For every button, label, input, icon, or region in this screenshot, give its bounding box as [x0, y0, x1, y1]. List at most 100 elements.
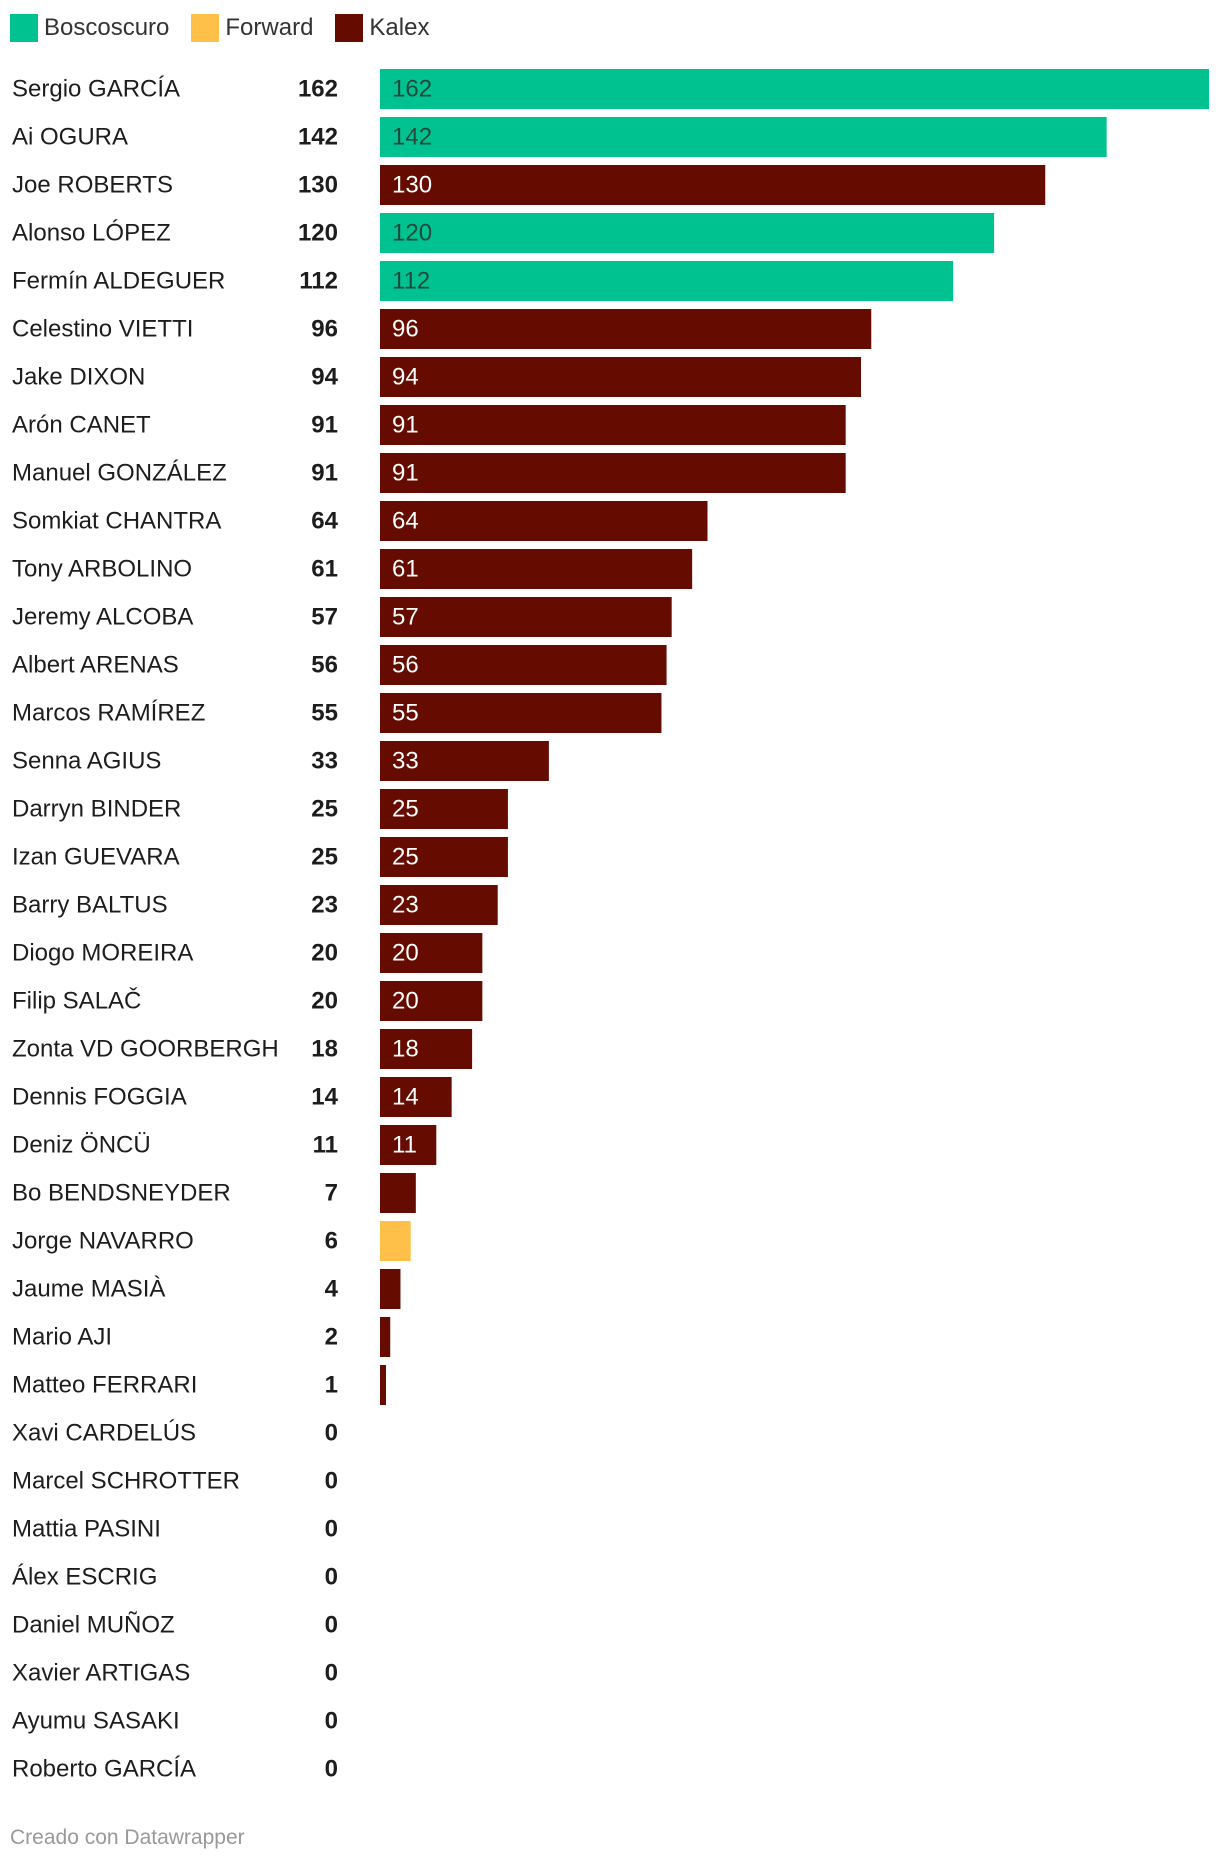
legend-swatch-forward — [191, 14, 220, 42]
points-value-dennis-foggia: 14 — [311, 1084, 338, 1111]
bar-mario-aji — [380, 1317, 391, 1357]
bar-label-marcos-ramirez: 55 — [392, 700, 419, 727]
bar-filip-salac — [380, 981, 483, 1021]
rider-name-filip-salac: Filip SALAČ — [12, 987, 141, 1015]
points-value-ayumu-sasaki: 0 — [325, 1708, 338, 1735]
bar-tony-arbolino — [380, 549, 693, 589]
bar-label-jake-dixon: 94 — [392, 364, 419, 391]
rider-name-tony-arbolino: Tony ARBOLINO — [12, 556, 192, 583]
bar-label-alonso-lopez: 120 — [392, 220, 432, 247]
bar-jeremy-alcoba — [380, 597, 672, 637]
bar-deniz-oncu — [380, 1125, 437, 1165]
points-value-senna-agius: 33 — [311, 748, 338, 775]
bar-celestino-vietti — [380, 309, 872, 349]
points-value-sergio-garcia: 162 — [298, 76, 338, 103]
bar-marcos-ramirez — [380, 693, 662, 733]
bar-label-jeremy-alcoba: 57 — [392, 604, 419, 631]
bar-label-tony-arbolino: 61 — [392, 556, 419, 583]
rider-name-jorge-navarro: Jorge NAVARRO — [12, 1228, 194, 1255]
bar-label-deniz-oncu: 11 — [392, 1132, 417, 1159]
points-value-marcel-schrotter: 0 — [325, 1468, 338, 1495]
rider-name-somkiat-chantra: Somkiat CHANTRA — [12, 508, 221, 535]
footer-credit: Creado con Datawrapper — [10, 1826, 245, 1849]
points-value-bo-bendsneyder: 7 — [325, 1180, 338, 1207]
bar-label-zonta-vd-goorbergh: 18 — [392, 1036, 419, 1063]
rider-name-jake-dixon: Jake DIXON — [12, 364, 145, 391]
points-value-xavi-cardelus: 0 — [325, 1420, 338, 1447]
bar-fermin-aldeguer — [380, 261, 954, 301]
bar-label-darryn-binder: 25 — [392, 796, 419, 823]
rider-name-jeremy-alcoba: Jeremy ALCOBA — [12, 604, 193, 631]
legend-item-kalex: Kalex — [335, 14, 429, 42]
rider-name-barry-baltus: Barry BALTUS — [12, 892, 168, 919]
rider-name-mario-aji: Mario AJI — [12, 1324, 112, 1351]
points-value-mario-aji: 2 — [325, 1324, 338, 1351]
bar-label-celestino-vietti: 96 — [392, 316, 419, 343]
rider-name-celestino-vietti: Celestino VIETTI — [12, 316, 193, 343]
legend-label-kalex: Kalex — [369, 14, 430, 41]
rider-name-izan-guevara: Izan GUEVARA — [12, 844, 180, 871]
bar-jaume-masia — [380, 1269, 401, 1309]
bar-dennis-foggia — [380, 1077, 452, 1117]
points-value-tony-arbolino: 61 — [311, 556, 338, 583]
rider-name-joe-roberts: Joe ROBERTS — [12, 172, 173, 199]
rider-name-ai-ogura: Ai OGURA — [12, 124, 128, 151]
legend-label-forward: Forward — [225, 14, 314, 41]
points-value-daniel-munoz: 0 — [325, 1612, 338, 1639]
bar-izan-guevara — [380, 837, 508, 877]
bar-albert-arenas — [380, 645, 667, 685]
rider-name-albert-arenas: Albert ARENAS — [12, 652, 179, 679]
bar-darryn-binder — [380, 789, 508, 829]
points-value-diogo-moreira: 20 — [311, 940, 338, 967]
rider-name-alex-escrig: Álex ESCRIG — [12, 1564, 157, 1591]
bar-diogo-moreira — [380, 933, 483, 973]
legend-item-boscoscuro: Boscoscuro — [10, 14, 169, 42]
points-value-xavier-artigas: 0 — [325, 1660, 338, 1687]
bar-joe-roberts — [380, 165, 1046, 205]
points-value-mattia-pasini: 0 — [325, 1516, 338, 1543]
bar-jorge-navarro — [380, 1221, 411, 1261]
points-value-izan-guevara: 25 — [311, 844, 338, 871]
rider-name-xavi-cardelus: Xavi CARDELÚS — [12, 1420, 196, 1447]
points-value-manuel-gonzalez: 91 — [311, 460, 338, 487]
bar-label-senna-agius: 33 — [392, 748, 419, 775]
bar-label-albert-arenas: 56 — [392, 652, 419, 679]
bar-senna-agius — [380, 741, 549, 781]
bar-ai-ogura — [380, 117, 1107, 157]
rider-name-xavier-artigas: Xavier ARTIGAS — [12, 1660, 190, 1687]
points-value-alex-escrig: 0 — [325, 1564, 338, 1591]
points-value-filip-salac: 20 — [311, 988, 338, 1015]
rider-name-deniz-oncu: Deniz ÖNCÜ — [12, 1132, 151, 1159]
points-value-jaume-masia: 4 — [325, 1276, 339, 1303]
bar-label-aron-canet: 91 — [392, 412, 419, 439]
points-value-darryn-binder: 25 — [311, 796, 338, 823]
points-value-jorge-navarro: 6 — [325, 1228, 338, 1255]
points-value-alonso-lopez: 120 — [298, 220, 338, 247]
rider-name-aron-canet: Arón CANET — [12, 412, 151, 439]
legend-item-forward: Forward — [191, 14, 313, 42]
bar-zonta-vd-goorbergh — [380, 1029, 473, 1069]
rider-name-daniel-munoz: Daniel MUÑOZ — [12, 1612, 175, 1639]
bar-barry-baltus — [380, 885, 498, 925]
rider-name-sergio-garcia: Sergio GARCÍA — [12, 76, 180, 103]
rider-name-jaume-masia: Jaume MASIÀ — [12, 1276, 165, 1303]
points-value-matteo-ferrari: 1 — [325, 1372, 338, 1399]
points-value-jeremy-alcoba: 57 — [311, 604, 338, 631]
rider-name-manuel-gonzalez: Manuel GONZÁLEZ — [12, 460, 227, 487]
rider-name-zonta-vd-goorbergh: Zonta VD GOORBERGH — [12, 1036, 279, 1063]
rider-name-marcos-ramirez: Marcos RAMÍREZ — [12, 700, 205, 727]
rider-name-mattia-pasini: Mattia PASINI — [12, 1516, 161, 1543]
points-value-joe-roberts: 130 — [298, 172, 338, 199]
rider-name-diogo-moreira: Diogo MOREIRA — [12, 940, 193, 967]
bar-matteo-ferrari — [380, 1365, 386, 1405]
bar-label-somkiat-chantra: 64 — [392, 508, 419, 535]
points-value-aron-canet: 91 — [311, 412, 338, 439]
points-value-barry-baltus: 23 — [311, 892, 338, 919]
points-value-somkiat-chantra: 64 — [311, 508, 338, 535]
bar-label-sergio-garcia: 162 — [392, 76, 432, 103]
rider-name-darryn-binder: Darryn BINDER — [12, 796, 181, 823]
bar-somkiat-chantra — [380, 501, 708, 541]
legend-swatch-kalex — [335, 14, 364, 42]
points-value-albert-arenas: 56 — [311, 652, 338, 679]
rider-name-alonso-lopez: Alonso LÓPEZ — [12, 220, 171, 247]
